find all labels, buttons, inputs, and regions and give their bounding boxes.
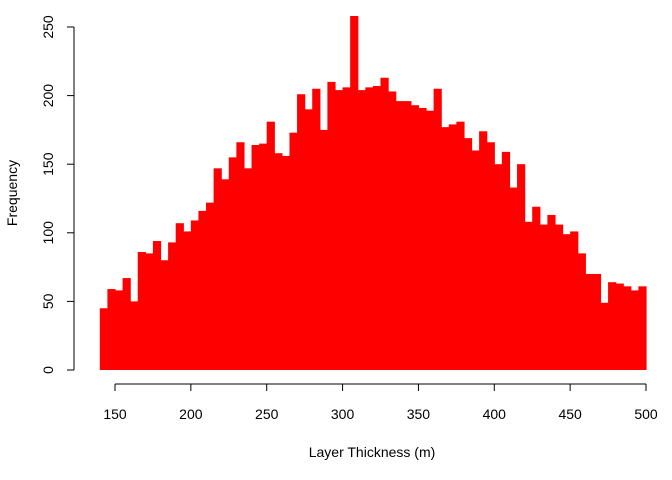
x-tick-label: 200	[179, 406, 203, 422]
x-tick-label: 500	[634, 406, 658, 422]
histogram-bar	[380, 77, 389, 370]
histogram-bar	[638, 286, 647, 370]
y-tick-label: 200	[40, 84, 56, 108]
histogram-bar	[388, 91, 397, 370]
histogram-bar	[577, 253, 586, 370]
histogram-bar	[160, 260, 169, 370]
histogram-bar	[585, 273, 594, 370]
histogram-bar	[122, 278, 131, 370]
histogram-bar	[152, 241, 162, 370]
histogram-bar	[243, 168, 253, 370]
histogram-bars	[99, 16, 647, 371]
x-axis-title: Layer Thickness (m)	[309, 444, 436, 460]
histogram-bar	[615, 283, 624, 370]
histogram-bar	[312, 88, 321, 371]
histogram-bar	[357, 90, 366, 371]
histogram-bar	[236, 142, 245, 370]
histogram-bar	[319, 129, 328, 370]
histogram-bar	[509, 187, 518, 370]
histogram-bar	[372, 86, 382, 370]
histogram-bar	[494, 164, 503, 370]
histogram-bar	[107, 289, 116, 370]
histogram-bar	[274, 153, 283, 370]
histogram-bar	[486, 142, 495, 370]
histogram-bar	[471, 150, 480, 370]
histogram-bar	[137, 252, 146, 370]
histogram-bar	[426, 110, 435, 370]
x-tick-label: 150	[103, 406, 127, 422]
histogram-bar	[221, 179, 230, 370]
histogram-bar	[168, 242, 177, 370]
histogram-bar	[281, 155, 291, 370]
histogram-bar	[342, 87, 351, 371]
histogram-bar	[463, 138, 473, 370]
histogram-bar	[403, 101, 412, 370]
histogram-bar	[539, 224, 548, 370]
histogram-bar	[183, 231, 192, 370]
histogram-bar	[630, 290, 640, 370]
histogram-bar	[592, 273, 602, 370]
histogram-bar	[456, 121, 465, 370]
histogram-bar	[517, 164, 526, 370]
histogram-bar	[600, 302, 609, 370]
histogram-bar	[608, 282, 617, 370]
histogram-bar	[190, 220, 200, 370]
histogram-bar	[99, 308, 109, 370]
histogram-bar	[532, 206, 541, 370]
histogram-bar	[623, 286, 632, 370]
y-tick-label: 100	[40, 221, 56, 245]
histogram-bar	[304, 109, 313, 370]
histogram-bar	[206, 202, 215, 370]
x-tick-label: 450	[558, 406, 582, 422]
histogram-bar	[175, 223, 184, 370]
histogram-bar	[524, 221, 533, 370]
y-axis: 0 50 100 150 200 250	[40, 15, 75, 374]
histogram-bar	[327, 81, 336, 370]
histogram-bar	[554, 224, 564, 370]
histogram-bar	[433, 88, 442, 371]
histogram-bar	[441, 127, 450, 370]
histogram-bar	[350, 16, 359, 371]
histogram-bar	[479, 131, 488, 370]
histogram-bar	[448, 124, 457, 370]
histogram-bar	[198, 210, 207, 370]
histogram-bar	[213, 168, 222, 370]
histogram-bar	[365, 87, 374, 371]
histogram-bar	[562, 234, 571, 370]
histogram-bar	[251, 144, 260, 370]
y-tick-label: 250	[40, 15, 56, 39]
histogram-bar	[115, 290, 124, 370]
x-axis: 150 200 250 300 350 400 450 500	[103, 383, 658, 422]
histogram-bar	[395, 101, 404, 370]
x-tick-label: 350	[407, 406, 431, 422]
y-tick-label: 150	[40, 152, 56, 176]
histogram-bar	[145, 253, 154, 370]
x-tick-label: 300	[331, 406, 355, 422]
histogram-bar	[130, 301, 139, 370]
histogram-bar	[570, 231, 579, 370]
histogram-bar	[501, 151, 511, 370]
histogram-bar	[418, 107, 427, 370]
histogram-bar	[266, 121, 275, 370]
y-tick-label: 0	[40, 366, 56, 374]
histogram-bar	[259, 143, 268, 370]
histogram-bar	[410, 105, 420, 370]
x-tick-label: 250	[255, 406, 279, 422]
histogram-bar	[289, 132, 298, 370]
histogram-bar	[297, 94, 306, 370]
histogram-bar	[547, 214, 556, 370]
y-tick-label: 50	[40, 293, 56, 309]
histogram-bar	[228, 157, 237, 370]
y-axis-title: Frequency	[4, 160, 20, 226]
x-tick-label: 400	[483, 406, 507, 422]
histogram-bar	[334, 90, 344, 371]
